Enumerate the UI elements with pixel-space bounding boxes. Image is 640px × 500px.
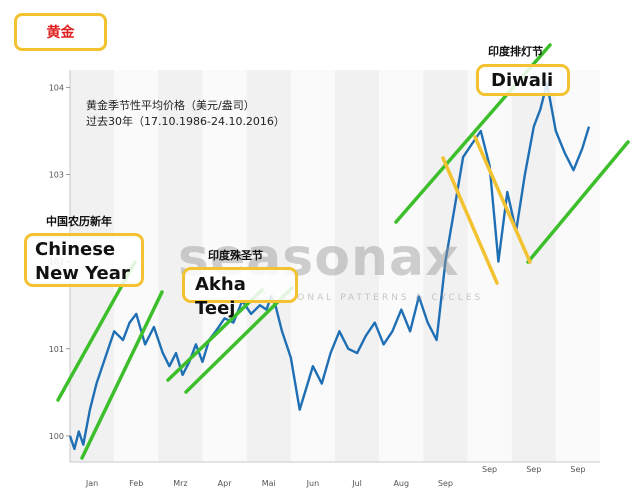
chinese-new-year-cn-label: 中国农历新年	[46, 215, 112, 228]
gold-price-series-line	[68, 81, 591, 451]
y-tick-label: 103	[49, 171, 64, 180]
x-tick-label: Aug	[393, 479, 409, 488]
diwali-line1: Diwali	[491, 70, 554, 91]
yellow-channel-line	[441, 156, 499, 285]
y-tick-label: 104	[49, 83, 64, 92]
month-band	[158, 70, 203, 462]
akha-teej-callout: Akha Teej	[182, 267, 298, 319]
chinese-new-year-callout: Chinese New Year	[24, 233, 144, 287]
month-band	[511, 70, 556, 462]
chart-description-line1: 黄金季节性平均价格（美元/盎司）	[86, 99, 255, 112]
x-tick-label: Sep	[438, 479, 453, 488]
diwali-callout: Diwali	[476, 64, 570, 96]
x-tick-label: Mrz	[173, 479, 187, 488]
green-trend-line	[526, 140, 630, 264]
x-tick-label: Sep	[570, 465, 585, 474]
x-tick-label: Sep	[526, 465, 541, 474]
month-band	[202, 70, 247, 462]
green-trend-line	[166, 288, 264, 382]
x-tick-label: Sep	[482, 465, 497, 474]
akha-teej-cn-label: 印度殊圣节	[208, 249, 263, 262]
x-tick-label: Apr	[218, 479, 233, 488]
chinese-new-year-line1: Chinese	[35, 239, 116, 260]
month-band	[555, 70, 600, 462]
green-trend-line	[80, 290, 164, 460]
chart-description-line2: 过去30年（17.10.1986-24.10.2016）	[86, 115, 285, 128]
y-tick-label: 101	[49, 345, 64, 354]
x-tick-label: Jul	[351, 479, 362, 488]
diwali-cn-label: 印度排灯节	[488, 45, 543, 58]
x-tick-label: Feb	[129, 479, 143, 488]
chinese-new-year-line2: New Year	[35, 263, 130, 284]
seasonax-watermark-tagline: SEASONAL PATTERNS & CYCLES	[262, 293, 484, 303]
chart-description: 黄金季节性平均价格（美元/盎司） 过去30年（17.10.1986-24.10.…	[86, 98, 285, 130]
x-tick-label: Jan	[85, 479, 98, 488]
month-band	[379, 70, 424, 462]
x-tick-label: Mai	[262, 479, 276, 488]
x-tick-label: Jun	[306, 479, 320, 488]
month-band	[335, 70, 380, 462]
green-trend-line	[184, 286, 294, 394]
gold-title-badge: 黄金	[14, 13, 107, 51]
akha-teej-line1: Akha Teej	[195, 274, 246, 319]
yellow-channel-line	[473, 135, 532, 264]
month-band	[246, 70, 291, 462]
gold-title-text: 黄金	[46, 25, 75, 41]
y-tick-label: 100	[49, 432, 64, 441]
